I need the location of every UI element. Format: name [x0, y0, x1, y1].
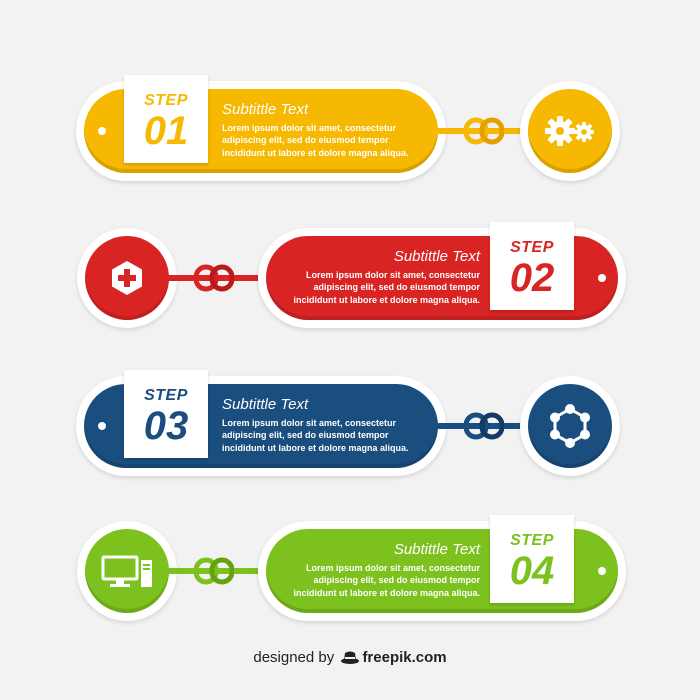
hexagon-plus-icon: [112, 261, 142, 295]
computer-icon: [101, 555, 152, 587]
step-text: Subtittle Text Lorem ipsum dolor sit ame…: [280, 248, 480, 306]
pill-dot: [598, 567, 606, 575]
step-body: Lorem ipsum dolor sit amet, consectetur …: [222, 418, 409, 453]
step-banner-01: STEP 01 Subtittle Text Lorem ipsum dolor…: [0, 75, 700, 195]
chain-link-icon: [194, 557, 234, 585]
step-subtitle: Subtittle Text: [222, 396, 309, 413]
icon-circle: [85, 529, 169, 613]
chain-link-icon: [194, 264, 234, 292]
step-body: Lorem ipsum dolor sit amet, consectetur …: [293, 270, 480, 305]
network-icon: [550, 404, 590, 448]
step-subtitle: Subtittle Text: [393, 541, 480, 558]
icon-circle: [528, 384, 612, 468]
step-banner-04: STEP 04 Subtittle Text Lorem ipsum dolor…: [0, 515, 700, 635]
step-number-box: STEP 03: [124, 370, 208, 458]
step-text: Subtittle Text Lorem ipsum dolor sit ame…: [222, 101, 422, 159]
step-text: Subtittle Text Lorem ipsum dolor sit ame…: [222, 396, 422, 454]
step-number: 02: [509, 256, 555, 300]
chain-link-icon: [464, 412, 504, 440]
step-banner-03: STEP 03 Subtittle Text Lorem ipsum dolor…: [0, 370, 700, 490]
step-number: 04: [509, 549, 555, 593]
step-number: 03: [143, 404, 189, 448]
step-banner-02: STEP 02 Subtittle Text Lorem ipsum dolor…: [0, 222, 700, 342]
step-subtitle: Subtittle Text: [222, 101, 309, 118]
icon-circle: [528, 89, 612, 173]
credit-prefix: designed by: [253, 649, 335, 666]
chain-link-icon: [464, 117, 504, 145]
step-number-box: STEP 02: [490, 222, 574, 310]
step-number-box: STEP 04: [490, 515, 574, 603]
step-body: Lorem ipsum dolor sit amet, consectetur …: [293, 563, 480, 598]
step-body: Lorem ipsum dolor sit amet, consectetur …: [222, 123, 409, 158]
pill-dot: [98, 127, 106, 135]
freepik-hat-icon: [340, 649, 360, 669]
pill-dot: [598, 274, 606, 282]
step-number-box: STEP 01: [124, 75, 208, 163]
step-label: STEP: [510, 239, 554, 256]
credit-line: designed by freepik.com: [0, 649, 700, 669]
step-label: STEP: [510, 532, 554, 549]
pill-dot: [98, 422, 106, 430]
icon-circle: [85, 236, 169, 320]
step-text: Subtittle Text Lorem ipsum dolor sit ame…: [280, 541, 480, 599]
step-label: STEP: [144, 387, 188, 404]
step-number: 01: [143, 109, 189, 153]
credit-brand[interactable]: freepik.com: [362, 649, 447, 666]
step-label: STEP: [144, 92, 188, 109]
gears-icon: [545, 116, 594, 146]
step-subtitle: Subtittle Text: [393, 248, 480, 265]
